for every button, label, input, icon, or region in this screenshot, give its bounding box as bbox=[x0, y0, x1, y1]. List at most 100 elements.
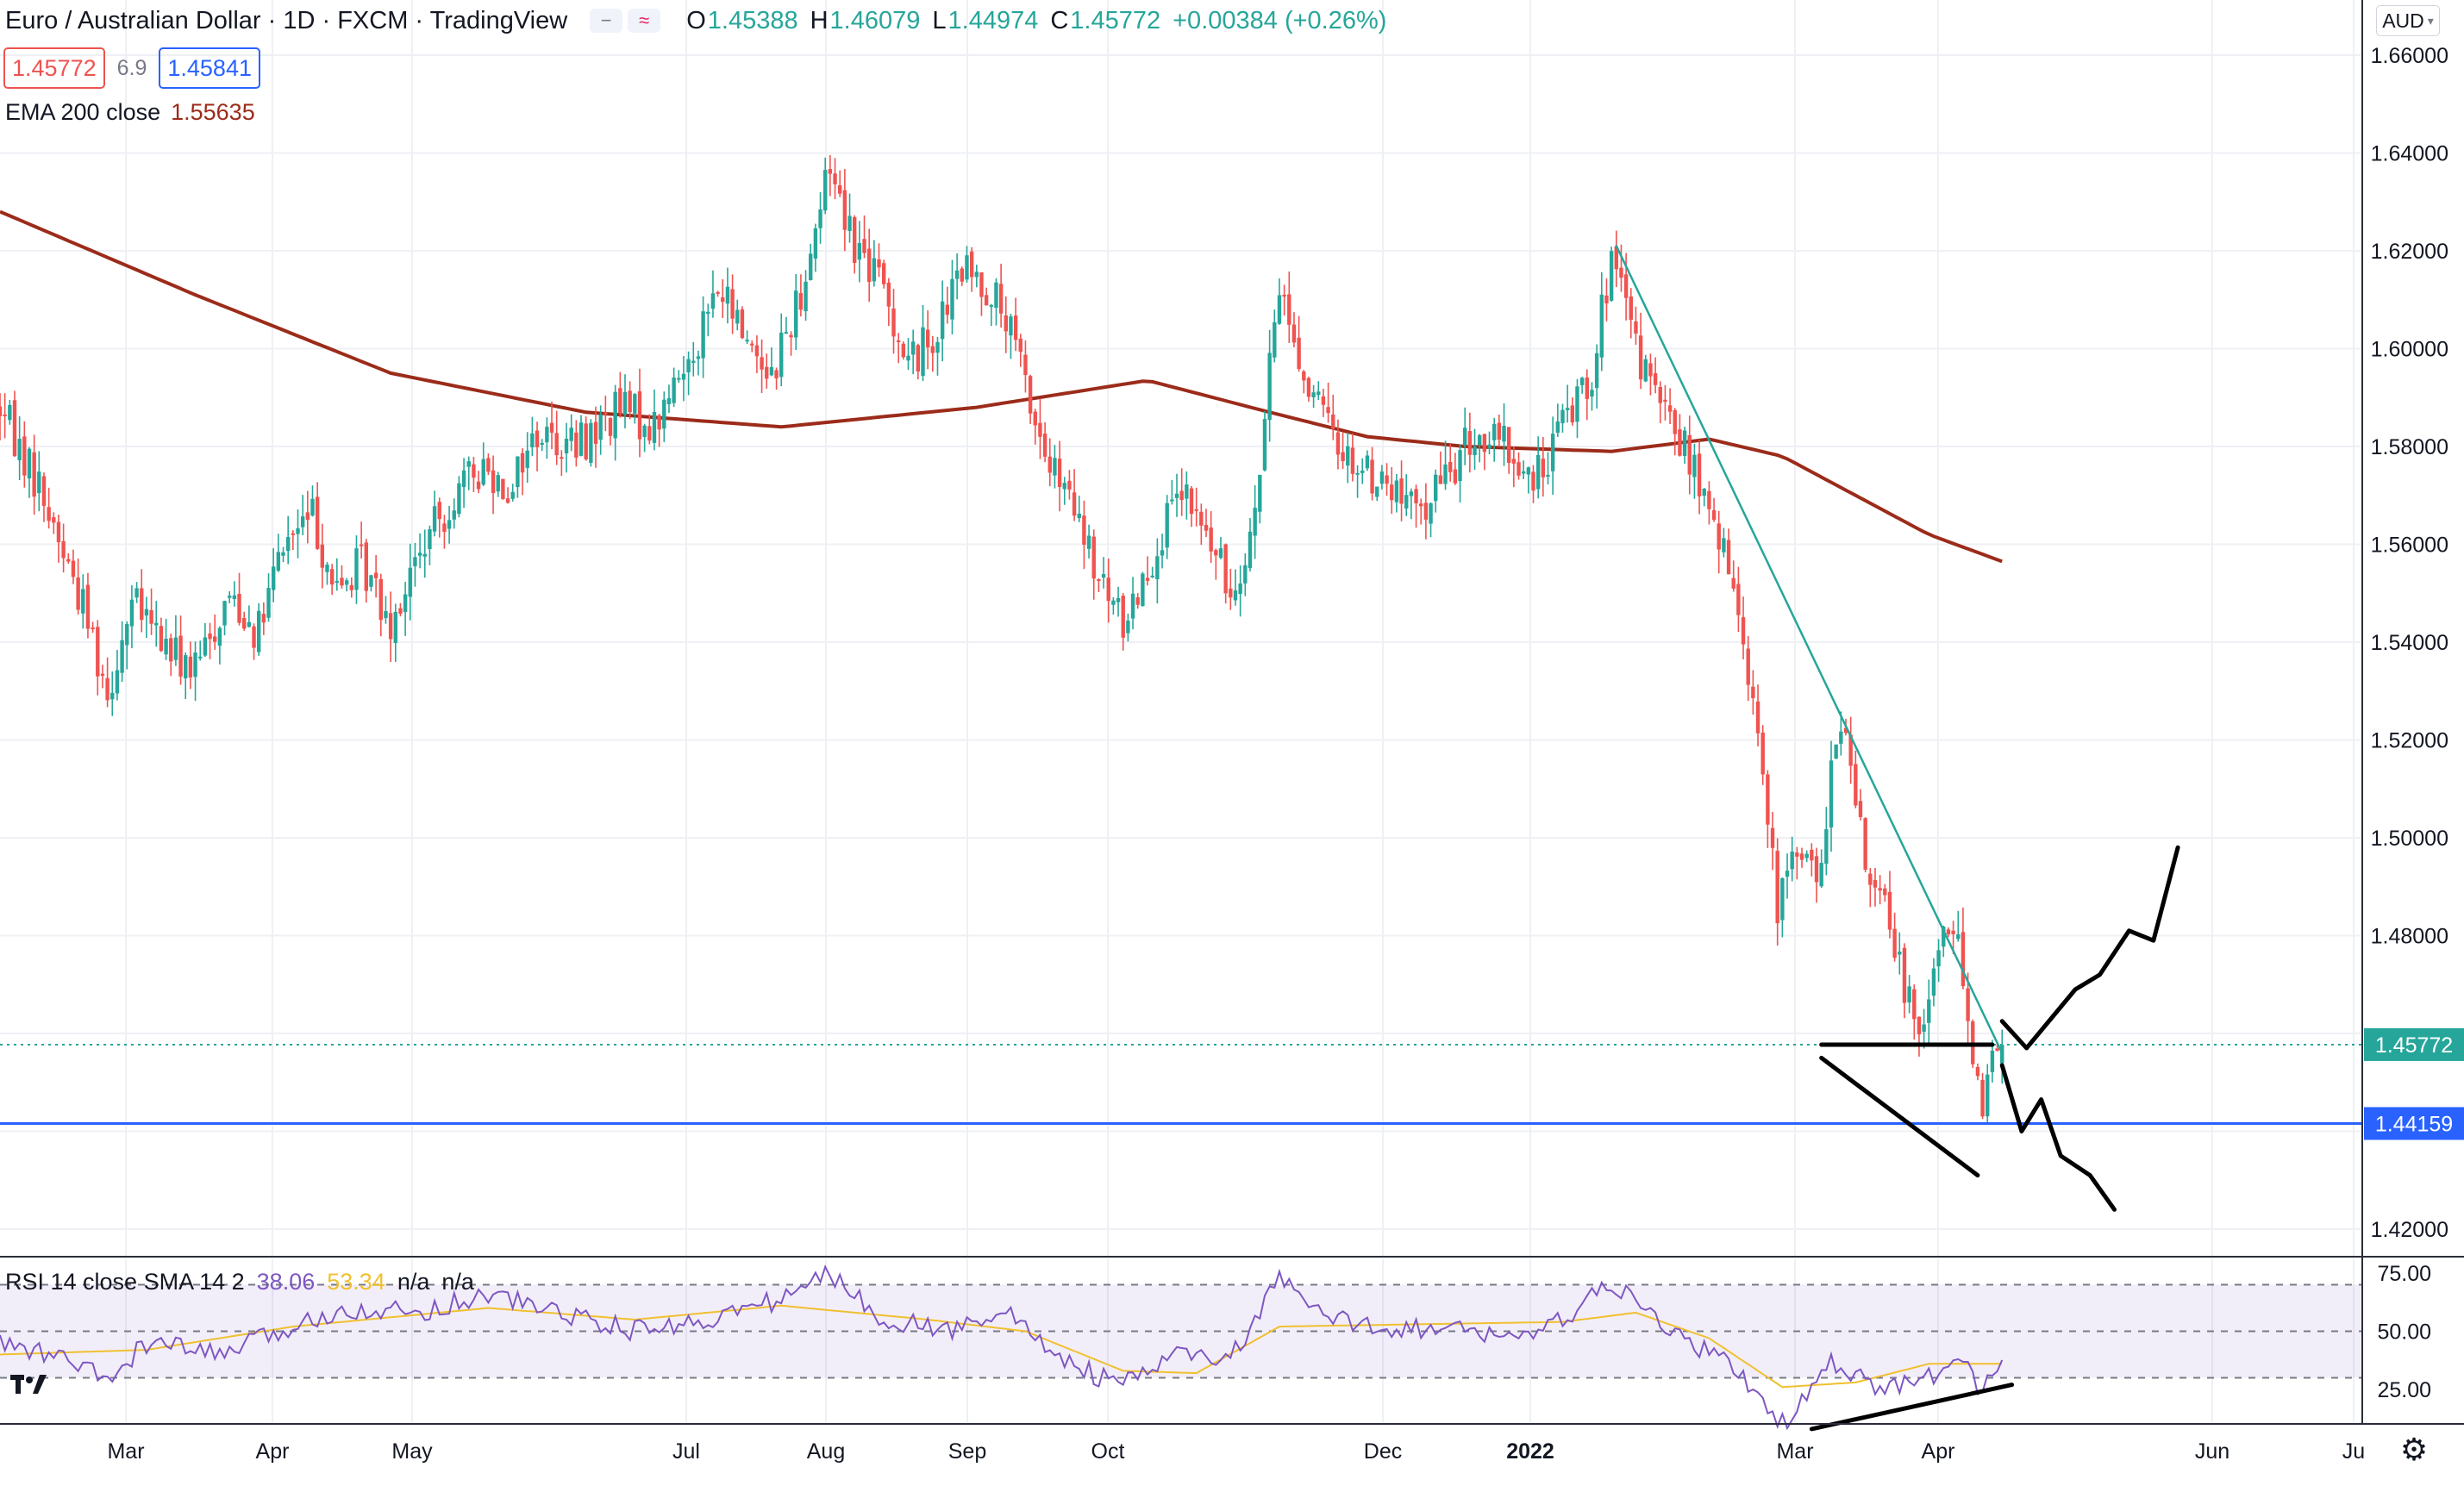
candle bbox=[378, 573, 383, 637]
candle bbox=[1258, 474, 1262, 524]
x-tick-label: Aug bbox=[807, 1439, 845, 1464]
ohlc-change-value: +0.00384 (+0.26%) bbox=[1173, 6, 1387, 34]
candle-body bbox=[1726, 540, 1731, 575]
candle-body bbox=[1702, 489, 1706, 496]
candle bbox=[1604, 278, 1609, 321]
candle-body bbox=[1751, 686, 1755, 698]
candle-body bbox=[32, 452, 36, 497]
candle bbox=[1839, 711, 1843, 756]
candle-body bbox=[701, 311, 705, 359]
candle bbox=[1291, 312, 1297, 347]
sell-price-box[interactable]: 1.45772 bbox=[3, 47, 105, 89]
candle bbox=[857, 221, 862, 283]
candle bbox=[1453, 453, 1458, 485]
candle bbox=[252, 623, 256, 660]
candle-body bbox=[291, 533, 296, 535]
candle-body bbox=[388, 613, 393, 640]
currency-selector[interactable]: AUD ▾ bbox=[2376, 5, 2440, 36]
candle-body bbox=[1086, 535, 1091, 549]
candle bbox=[27, 446, 32, 498]
candle-body bbox=[1814, 856, 1819, 883]
candle-body bbox=[1116, 597, 1121, 602]
candle bbox=[1653, 357, 1658, 394]
candle-body bbox=[779, 332, 784, 378]
candle-body bbox=[481, 459, 485, 485]
candle bbox=[1931, 958, 1936, 1007]
candle-body bbox=[3, 414, 7, 416]
candle bbox=[1883, 883, 1887, 902]
candle-body bbox=[725, 286, 730, 304]
symbol-title[interactable]: Euro / Australian Dollar · 1D · FXCM · T… bbox=[5, 6, 568, 34]
candle-body bbox=[52, 517, 56, 523]
candle-body bbox=[613, 391, 617, 439]
candle bbox=[1898, 932, 1902, 975]
candle-body bbox=[560, 457, 564, 459]
candle bbox=[1419, 498, 1423, 525]
rsi-legend[interactable]: RSI 14 close SMA 14 2 38.06 53.34 n/a n/… bbox=[5, 1269, 474, 1295]
tradingview-logo-icon[interactable] bbox=[7, 1369, 52, 1400]
candle bbox=[393, 603, 397, 662]
y-tick-label: 1.52000 bbox=[2371, 729, 2448, 753]
candle bbox=[1785, 853, 1790, 899]
candle bbox=[1130, 577, 1135, 630]
candle-body bbox=[486, 458, 491, 472]
candle-body bbox=[178, 635, 183, 677]
candle-body bbox=[1233, 590, 1238, 601]
candle bbox=[652, 389, 657, 451]
y-tick-label: 1.42000 bbox=[2371, 1218, 2448, 1242]
candle-body bbox=[823, 170, 828, 211]
candle-body bbox=[305, 512, 310, 521]
candle bbox=[1511, 446, 1517, 488]
minus-icon[interactable]: − bbox=[590, 9, 623, 33]
candle bbox=[437, 497, 441, 538]
candle bbox=[1473, 428, 1477, 471]
candle-body bbox=[261, 614, 266, 623]
candle-body bbox=[1053, 458, 1057, 476]
candle-body bbox=[828, 169, 833, 174]
gear-icon[interactable]: ⚙ bbox=[2399, 1432, 2429, 1467]
visibility-chip[interactable]: − ≈ bbox=[590, 9, 661, 33]
candle-body bbox=[1604, 295, 1609, 304]
candle-body bbox=[1502, 426, 1506, 442]
candle bbox=[779, 313, 784, 386]
rsi-line bbox=[0, 1264, 2004, 1431]
projection-bearish-path bbox=[1999, 1063, 2117, 1212]
candle bbox=[1165, 495, 1169, 559]
candle bbox=[681, 356, 686, 402]
candle bbox=[491, 455, 496, 515]
candle-body bbox=[413, 557, 417, 567]
wave-icon[interactable]: ≈ bbox=[628, 9, 661, 33]
candle bbox=[1658, 381, 1662, 423]
candle bbox=[193, 641, 197, 702]
candle-body bbox=[1394, 480, 1399, 503]
candle bbox=[1316, 381, 1321, 401]
ema-legend[interactable]: EMA 200 close 1.55635 bbox=[5, 99, 255, 126]
candle bbox=[47, 487, 51, 529]
candle-body bbox=[81, 589, 85, 614]
candle bbox=[618, 371, 622, 418]
candle bbox=[1287, 272, 1291, 344]
candle-body bbox=[120, 640, 124, 673]
candle bbox=[66, 552, 71, 565]
candle-body bbox=[1302, 371, 1306, 381]
candle bbox=[1086, 524, 1091, 559]
candle-body bbox=[12, 400, 17, 457]
candle-body bbox=[154, 622, 159, 626]
candle bbox=[1204, 509, 1209, 538]
candle-body bbox=[1966, 988, 1970, 1021]
candle bbox=[285, 515, 291, 565]
candle-body bbox=[545, 427, 549, 443]
candle bbox=[789, 331, 793, 356]
candle-body bbox=[1238, 583, 1242, 595]
candle bbox=[96, 620, 100, 696]
candle-body bbox=[1145, 577, 1150, 581]
buy-price-box[interactable]: 1.45841 bbox=[159, 47, 260, 89]
candle bbox=[564, 422, 569, 473]
candle bbox=[1570, 396, 1575, 426]
candle-body bbox=[1229, 588, 1233, 598]
candle-body bbox=[750, 343, 754, 346]
candle-body bbox=[164, 639, 168, 655]
candle bbox=[578, 415, 584, 457]
candle bbox=[105, 657, 109, 708]
